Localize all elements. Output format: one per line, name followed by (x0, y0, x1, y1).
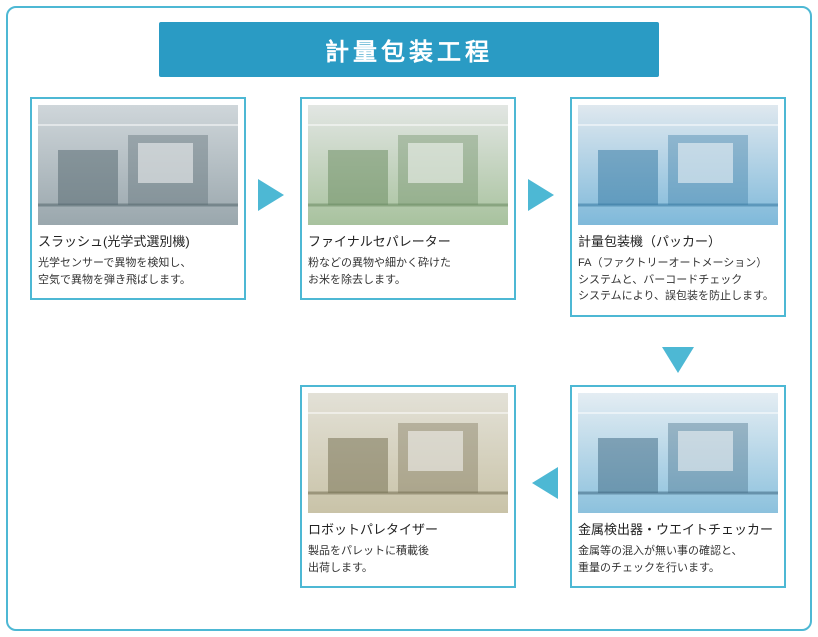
step-final-separator: ファイナルセパレーター粉などの異物や細かく砕けた お米を除去します。 (300, 97, 516, 300)
step-description: 金属等の混入が無い事の確認と、 重量のチェックを行います。 (578, 543, 778, 576)
step-label: 計量包装機（パッカー） (578, 233, 778, 251)
step-photo (578, 393, 778, 513)
flow-arrow-down (662, 347, 694, 373)
step-label: ファイナルセパレーター (308, 233, 508, 251)
step-metal-weight: 金属検出器・ウエイトチェッカー金属等の混入が無い事の確認と、 重量のチェックを行… (570, 385, 786, 588)
diagram-title: 計量包装工程 (159, 22, 659, 77)
step-slash: スラッシュ(光学式選別機) 光学センサーで異物を検知し、 空気で異物を弾き飛ばしま… (30, 97, 246, 300)
flow-arrow-right (258, 179, 284, 211)
step-description: 製品をパレットに積載後 出荷します。 (308, 543, 508, 576)
step-photo (308, 393, 508, 513)
step-description: 粉などの異物や細かく砕けた お米を除去します。 (308, 255, 508, 288)
step-label: スラッシュ(光学式選別機) (38, 233, 238, 251)
step-description: 光学センサーで異物を検知し、 空気で異物を弾き飛ばします。 (38, 255, 238, 288)
step-photo (308, 105, 508, 225)
step-label: ロボットパレタイザー (308, 521, 508, 539)
step-packer: 計量包装機（パッカー） FA（ファクトリーオートメーション） システムと、バーコー… (570, 97, 786, 317)
step-photo (38, 105, 238, 225)
flow-arrow-right (528, 179, 554, 211)
process-diagram-container: 計量包装工程 スラッシュ(光学式選別機) 光学センサーで異物を検知し、 空気で異物… (6, 6, 812, 631)
step-photo (578, 105, 778, 225)
flow-arrow-left (532, 467, 558, 499)
step-description: FA（ファクトリーオートメーション） システムと、バーコードチェック システムに… (578, 255, 778, 305)
step-palletizer: ロボットパレタイザー製品をパレットに積載後 出荷します。 (300, 385, 516, 588)
step-label: 金属検出器・ウエイトチェッカー (578, 521, 778, 539)
flow-grid: スラッシュ(光学式選別機) 光学センサーで異物を検知し、 空気で異物を弾き飛ばしま… (30, 97, 788, 607)
